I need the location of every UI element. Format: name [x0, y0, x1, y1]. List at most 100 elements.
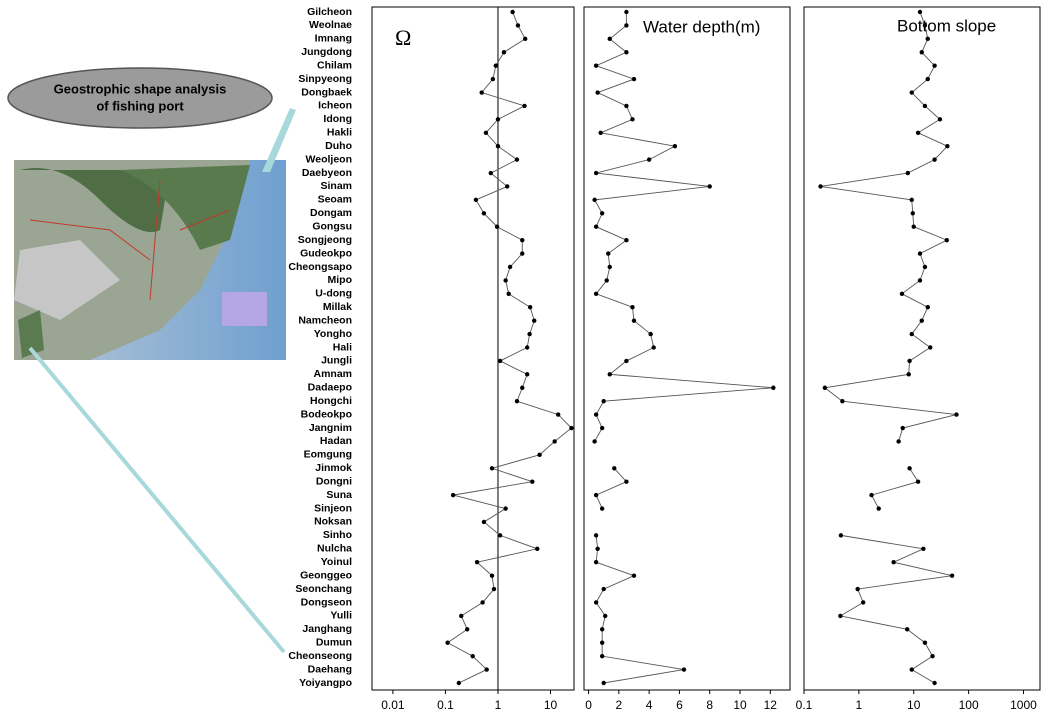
category-label: Weoljeon	[306, 153, 352, 165]
plot-frame	[372, 7, 574, 690]
data-point	[950, 573, 954, 577]
data-point	[916, 480, 920, 484]
data-point	[624, 50, 628, 54]
category-label: Dongbaek	[301, 86, 352, 98]
data-point	[532, 318, 536, 322]
category-label: Gongsu	[312, 221, 352, 233]
data-point	[502, 50, 506, 54]
data-point	[921, 547, 925, 551]
data-point	[528, 305, 532, 309]
x-tick-label: 6	[676, 698, 683, 712]
category-label: Amnam	[313, 368, 352, 380]
data-point	[932, 63, 936, 67]
data-point	[445, 641, 449, 645]
data-point	[630, 117, 634, 121]
data-point	[877, 506, 881, 510]
data-point	[496, 117, 500, 121]
data-point	[923, 104, 927, 108]
data-point	[451, 493, 455, 497]
data-point	[920, 318, 924, 322]
data-point	[926, 77, 930, 81]
data-point	[648, 332, 652, 336]
data-point	[624, 480, 628, 484]
plot-frame	[584, 7, 790, 690]
data-line	[821, 12, 957, 441]
data-point	[525, 372, 529, 376]
data-point	[489, 171, 493, 175]
data-point	[647, 157, 651, 161]
data-point	[601, 399, 605, 403]
x-tick-label: 10	[544, 698, 558, 712]
category-label: Dumun	[316, 637, 352, 649]
category-label: Imnang	[315, 33, 352, 45]
category-label: Yoiyangpo	[299, 677, 352, 689]
data-point	[907, 372, 911, 376]
category-label: Nulcha	[317, 543, 352, 555]
data-point	[932, 681, 936, 685]
data-point	[516, 23, 520, 27]
data-point	[510, 10, 514, 14]
category-label: Cheonseong	[288, 650, 352, 662]
data-point	[910, 90, 914, 94]
data-point	[496, 144, 500, 148]
data-point	[838, 614, 842, 618]
data-point	[630, 305, 634, 309]
data-point	[928, 345, 932, 349]
data-point	[926, 37, 930, 41]
data-line	[595, 12, 774, 441]
category-label: Yongho	[314, 328, 352, 340]
data-point	[603, 614, 607, 618]
category-label: Daehang	[308, 663, 352, 675]
data-point	[594, 600, 598, 604]
data-point	[594, 225, 598, 229]
x-tick-label: 1	[856, 698, 863, 712]
data-point	[600, 506, 604, 510]
panel-title: Bottom slope	[897, 16, 996, 35]
data-point	[520, 251, 524, 255]
category-label: Hadan	[320, 435, 352, 447]
data-point	[907, 359, 911, 363]
callout-text: Geostrophic shape analysis	[54, 81, 227, 96]
data-point	[594, 292, 598, 296]
data-point	[624, 238, 628, 242]
data-point	[515, 399, 519, 403]
data-point	[503, 278, 507, 282]
data-point	[624, 104, 628, 108]
data-point	[592, 439, 596, 443]
data-point	[600, 211, 604, 215]
data-point	[906, 171, 910, 175]
data-point	[490, 573, 494, 577]
data-point	[537, 453, 541, 457]
data-point	[522, 104, 526, 108]
data-point	[896, 439, 900, 443]
category-label: Yoinul	[321, 556, 352, 568]
data-point	[475, 560, 479, 564]
category-label: Millak	[323, 301, 352, 313]
data-point	[465, 627, 469, 631]
data-point	[594, 493, 598, 497]
data-point	[954, 412, 958, 416]
data-point	[508, 265, 512, 269]
category-label: Jungli	[321, 355, 352, 367]
x-tick-label: 0	[585, 698, 592, 712]
category-label: Sinam	[320, 180, 352, 192]
category-label: Gilcheon	[307, 6, 352, 18]
data-point	[855, 587, 859, 591]
data-line	[596, 535, 684, 683]
category-label: Namcheon	[298, 314, 352, 326]
x-tick-label: 12	[764, 698, 778, 712]
plot-frame	[804, 7, 1040, 690]
category-label: U-dong	[315, 288, 352, 300]
category-label: Jinmok	[315, 462, 352, 474]
category-label: Cheongsapo	[288, 261, 352, 273]
category-label: Sinjeon	[314, 502, 352, 514]
data-point	[606, 251, 610, 255]
data-point	[651, 345, 655, 349]
category-label: Duho	[325, 140, 352, 152]
data-line	[596, 468, 626, 508]
data-point	[594, 63, 598, 67]
category-label: Dadaepo	[308, 382, 352, 394]
data-point	[490, 466, 494, 470]
data-point	[594, 412, 598, 416]
category-label: Gudeokpo	[300, 247, 352, 259]
